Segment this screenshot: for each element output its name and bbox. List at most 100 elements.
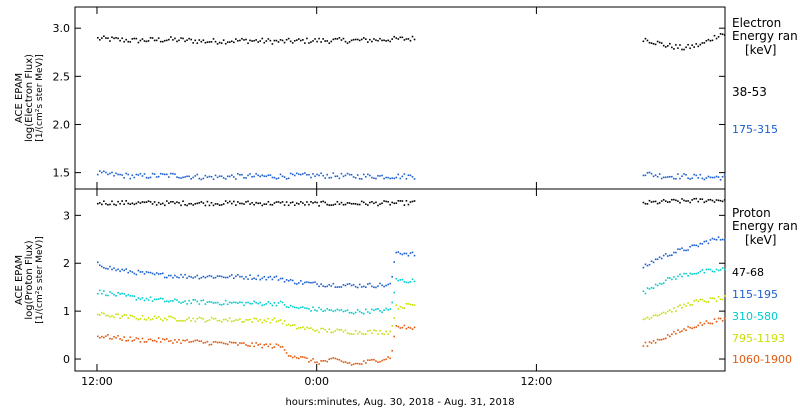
proton-point: [96, 261, 99, 264]
electron-point: [336, 38, 339, 40]
proton-point: [709, 268, 712, 271]
proton-point: [214, 301, 217, 304]
proton-point: [377, 361, 379, 363]
proton-point: [206, 340, 209, 343]
proton-point: [342, 203, 345, 206]
proton-point: [121, 200, 123, 202]
proton-point: [352, 312, 355, 315]
electron-point: [271, 43, 274, 45]
proton-point: [224, 299, 227, 302]
proton-point: [184, 273, 186, 276]
electron-point: [360, 38, 363, 41]
proton-point: [103, 312, 105, 315]
proton-point: [399, 279, 402, 281]
electron-point: [251, 40, 253, 42]
electron-point: [646, 172, 649, 174]
proton-point: [300, 356, 302, 358]
proton-point: [216, 203, 219, 205]
electron-point: [178, 176, 180, 179]
electron-point: [310, 176, 312, 179]
electron-point: [403, 173, 406, 175]
proton-point: [233, 320, 235, 322]
proton-point: [701, 269, 704, 271]
proton-point: [233, 301, 235, 304]
proton-panel-frame: [74, 188, 726, 372]
proton-point: [336, 358, 339, 361]
proton-point: [141, 314, 144, 317]
proton-point: [395, 325, 398, 327]
proton-point: [204, 204, 207, 207]
electron-point: [135, 173, 138, 176]
electron-point: [302, 173, 304, 175]
proton-point: [721, 200, 724, 203]
proton-point: [673, 251, 675, 254]
proton-point: [135, 273, 138, 276]
x-tick-label: 0:00: [304, 375, 329, 388]
electron-point: [650, 42, 653, 44]
proton-point: [103, 200, 105, 203]
proton-point: [261, 346, 264, 349]
proton-point: [693, 197, 695, 200]
proton-point: [395, 277, 398, 280]
proton-point: [677, 305, 679, 308]
electron-point: [115, 36, 117, 39]
electron-point: [701, 42, 704, 44]
proton-point: [297, 327, 300, 329]
proton-point: [648, 318, 651, 320]
proton-point: [344, 310, 347, 312]
electron-point: [356, 38, 359, 41]
proton-point: [654, 200, 657, 203]
proton-point: [300, 280, 302, 282]
electron-point: [190, 178, 192, 180]
proton-point: [151, 318, 154, 320]
proton-point: [143, 299, 146, 302]
electron-point: [709, 39, 712, 42]
proton-point: [113, 203, 115, 206]
proton-point: [224, 200, 227, 202]
electron-point: [188, 37, 190, 40]
electron-point: [261, 174, 264, 177]
proton-point: [705, 240, 708, 242]
proton-point: [263, 203, 266, 205]
proton-point: [717, 269, 720, 272]
electron-point: [650, 172, 653, 175]
proton-point: [287, 306, 290, 309]
proton-point: [340, 329, 343, 331]
proton-point: [328, 309, 331, 311]
electron-point: [172, 172, 174, 175]
electron-point: [243, 39, 245, 41]
proton-point: [362, 333, 365, 336]
electron-point: [253, 175, 255, 178]
electron-point: [161, 173, 164, 175]
proton-point: [689, 245, 691, 248]
proton-point: [129, 295, 132, 297]
proton-point: [356, 203, 359, 206]
proton-point: [358, 283, 361, 286]
proton-point: [662, 338, 665, 340]
proton-point: [393, 335, 396, 338]
proton-point: [107, 294, 109, 297]
electron-point: [206, 176, 209, 179]
electron-point: [99, 170, 101, 172]
electron-point: [683, 48, 685, 51]
proton-point: [322, 327, 324, 330]
proton-point: [255, 278, 257, 281]
proton-point: [683, 272, 685, 275]
proton-point: [650, 316, 653, 319]
proton-point: [669, 335, 671, 338]
proton-point: [383, 309, 385, 311]
proton-point: [287, 355, 290, 357]
proton-point: [697, 272, 700, 274]
proton-point: [149, 201, 152, 203]
electron-point: [328, 176, 331, 179]
electron-point: [206, 41, 209, 43]
proton-point: [644, 317, 647, 320]
proton-point: [405, 252, 408, 255]
proton-point: [245, 301, 247, 304]
proton-point: [324, 359, 326, 362]
proton-point: [679, 304, 681, 307]
proton-point: [180, 342, 182, 345]
proton-point: [121, 339, 123, 341]
electron-point: [293, 174, 296, 177]
proton-point: [656, 284, 659, 287]
